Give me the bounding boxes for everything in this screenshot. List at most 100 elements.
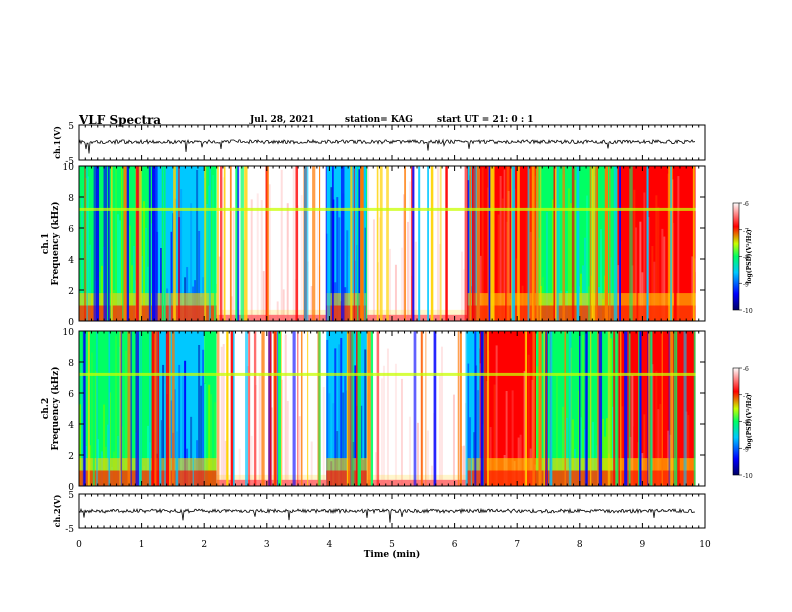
spectrogram-texture bbox=[493, 384, 496, 486]
spectrogram-texture bbox=[573, 179, 576, 321]
spectrogram-texture bbox=[467, 180, 470, 321]
spectrogram-texture bbox=[525, 207, 528, 321]
sferic-stripe bbox=[325, 166, 327, 321]
y-tick-label: 10 bbox=[63, 163, 75, 173]
sferic-stripe bbox=[588, 166, 591, 321]
spectrogram-texture bbox=[591, 421, 594, 486]
sferic-stripe bbox=[327, 166, 331, 321]
spectrogram-texture bbox=[226, 232, 229, 321]
y-tick-label: 5 bbox=[68, 122, 74, 132]
spectrogram-texture bbox=[210, 394, 213, 486]
spectrogram-texture bbox=[236, 442, 239, 486]
spectrogram-texture bbox=[212, 341, 215, 486]
spectrogram-texture bbox=[460, 446, 463, 486]
sferic-stripe bbox=[224, 166, 226, 321]
sferic-stripe bbox=[480, 331, 484, 486]
spectrogram-texture bbox=[121, 167, 123, 321]
spectrogram-texture bbox=[286, 400, 289, 486]
spectrogram-texture bbox=[685, 197, 688, 321]
spectrogram-texture bbox=[665, 194, 668, 321]
spectrogram-texture bbox=[643, 414, 646, 486]
sferic-stripe bbox=[487, 331, 489, 486]
spectrogram-texture bbox=[284, 260, 287, 321]
spectrogram-texture bbox=[471, 419, 474, 486]
sferic-stripe bbox=[571, 166, 575, 321]
spectrogram-texture bbox=[380, 378, 383, 486]
spectrogram-texture bbox=[681, 202, 684, 321]
sferic-stripe bbox=[598, 331, 603, 486]
sferic-stripe bbox=[488, 166, 491, 321]
spectrogram-texture bbox=[621, 406, 624, 486]
sferic-stripe bbox=[232, 331, 235, 486]
colorbar-tick-label: -8 bbox=[743, 255, 749, 262]
spectrogram-texture bbox=[408, 416, 411, 486]
colorbar-tick-label: -9 bbox=[743, 281, 749, 288]
waveform-trace bbox=[78, 507, 696, 523]
sferic-stripe bbox=[459, 331, 462, 486]
y-axis-label-frequency: Frequency (kHz) bbox=[50, 201, 61, 285]
spectrogram-texture bbox=[370, 263, 373, 321]
sferic-stripe bbox=[148, 331, 152, 486]
spectrogram-texture bbox=[605, 418, 608, 486]
spectrogram-texture bbox=[228, 172, 231, 321]
spectrogram-texture bbox=[655, 370, 658, 486]
sferic-stripe bbox=[427, 166, 429, 321]
spectrogram-texture bbox=[495, 173, 498, 321]
spectrogram-texture bbox=[234, 354, 237, 486]
colorbar-tick-label: -7 bbox=[743, 228, 749, 235]
sferic-stripe bbox=[151, 166, 156, 321]
spectrogram-texture bbox=[326, 339, 329, 486]
spectrogram-texture bbox=[689, 396, 692, 486]
spectrogram-texture bbox=[117, 214, 119, 321]
spectrogram-texture bbox=[505, 390, 508, 486]
sferic-stripe bbox=[668, 331, 671, 486]
spectrogram-texture bbox=[384, 448, 387, 486]
spectrogram-texture bbox=[633, 189, 636, 321]
sferic-stripe bbox=[164, 331, 166, 486]
spectrogram-texture bbox=[328, 393, 331, 486]
sferic-stripe bbox=[261, 331, 265, 486]
spectrogram-texture bbox=[625, 214, 628, 321]
sferic-stripe bbox=[161, 166, 164, 321]
spectrogram-texture bbox=[410, 441, 413, 486]
y-tick-label: 0 bbox=[68, 318, 74, 328]
spectrogram-texture bbox=[402, 194, 405, 321]
spectrogram-texture bbox=[436, 166, 439, 321]
sferic-stripe bbox=[96, 331, 98, 486]
sferic-stripe bbox=[148, 166, 151, 321]
spectrogram-lowband bbox=[366, 479, 468, 486]
sferic-stripe bbox=[647, 331, 649, 486]
sferic-stripe bbox=[245, 331, 248, 486]
sferic-stripe bbox=[363, 166, 366, 321]
colorbar-label: log(PSD)(V²/Hz) bbox=[746, 229, 753, 284]
spectrogram-texture bbox=[485, 249, 488, 321]
sferic-stripe bbox=[511, 166, 516, 321]
sferic-stripe bbox=[506, 166, 510, 321]
spectrogram-lowband bbox=[216, 314, 327, 321]
spectrogram-texture bbox=[396, 340, 399, 486]
sferic-stripe bbox=[173, 166, 176, 321]
spectrogram-lowband bbox=[204, 458, 217, 471]
spectrogram-texture bbox=[262, 271, 265, 321]
spectrogram-texture bbox=[222, 177, 225, 321]
spectrogram-texture bbox=[452, 394, 455, 486]
sferic-stripe bbox=[646, 166, 649, 321]
sferic-stripe bbox=[95, 166, 100, 321]
spectrogram-texture bbox=[304, 365, 307, 486]
spectrogram-texture bbox=[679, 414, 682, 486]
spectrogram-texture bbox=[322, 210, 325, 321]
x-tick-label: 6 bbox=[452, 540, 458, 550]
spectrogram-texture bbox=[346, 230, 349, 321]
spectrogram-texture bbox=[310, 286, 313, 321]
spectrogram-texture bbox=[428, 253, 431, 321]
spectrogram-texture bbox=[515, 258, 518, 321]
spectrogram-texture bbox=[633, 426, 636, 486]
sferic-stripe bbox=[476, 166, 480, 321]
spectrogram-lowband bbox=[535, 458, 618, 471]
spectrogram-texture bbox=[442, 271, 445, 321]
spectrogram-texture bbox=[280, 169, 283, 321]
sferic-stripe bbox=[693, 331, 698, 486]
sferic-stripe bbox=[624, 331, 628, 486]
spectrogram-texture bbox=[523, 371, 526, 486]
sferic-stripe bbox=[305, 166, 309, 321]
